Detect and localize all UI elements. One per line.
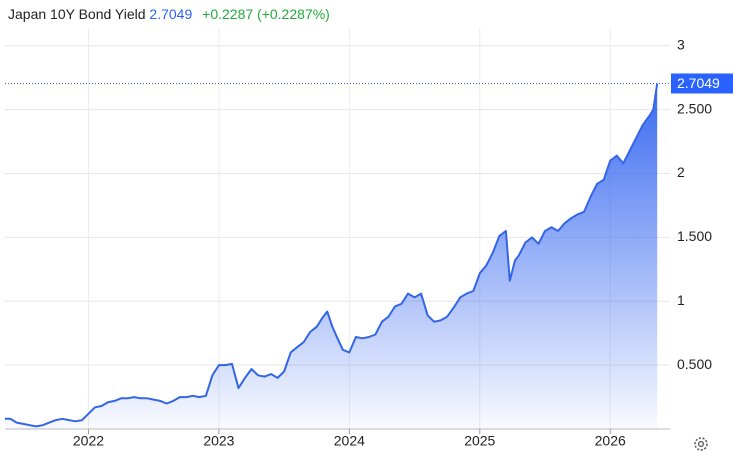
x-tick-label: 2025 <box>464 433 495 449</box>
instrument-title: Japan 10Y Bond Yield <box>8 6 146 22</box>
gear-outline <box>694 437 708 451</box>
last-price-label: 2.7049 <box>677 75 720 91</box>
settings-button[interactable] <box>694 437 708 451</box>
x-tick-label: 2023 <box>203 433 234 449</box>
price: 2.7049 <box>149 6 193 22</box>
x-tick-label: 2024 <box>334 433 365 449</box>
area-fill <box>5 83 658 429</box>
y-tick-label: 1.500 <box>677 228 712 244</box>
change-percent: (+0.2287%) <box>257 6 330 22</box>
y-tick-label: 3 <box>677 36 685 52</box>
x-tick-label: 2022 <box>73 433 104 449</box>
line <box>5 83 659 428</box>
header: Japan 10Y Bond Yield 2.7049 +0.2287 (+0.… <box>8 6 330 22</box>
gear-hub <box>697 440 705 448</box>
change: +0.2287 <box>202 6 254 22</box>
x-tick-label: 2026 <box>595 433 626 449</box>
y-tick-label: 2.500 <box>677 100 712 116</box>
y-tick-label: 1 <box>677 292 685 308</box>
last-price-box <box>671 73 733 94</box>
y-tick-label: 0.500 <box>677 356 712 372</box>
y-tick-label: 2 <box>677 164 685 180</box>
